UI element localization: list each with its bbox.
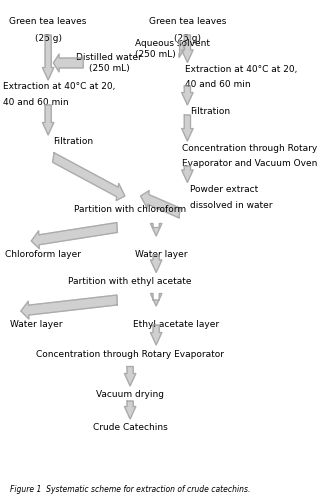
Text: Powder extract: Powder extract (190, 186, 258, 194)
Text: dissolved in water: dissolved in water (190, 200, 273, 209)
Text: Green tea leaves: Green tea leaves (149, 18, 226, 26)
Text: Aqueous solvent: Aqueous solvent (135, 39, 210, 48)
Polygon shape (21, 295, 117, 319)
Text: Vacuum drying: Vacuum drying (96, 390, 164, 399)
Polygon shape (182, 35, 193, 62)
Text: Concentration through Rotary Evaporator: Concentration through Rotary Evaporator (36, 350, 224, 359)
Text: Figure 1  Systematic scheme for extraction of crude catechins.: Figure 1 Systematic scheme for extractio… (10, 485, 250, 494)
Polygon shape (125, 401, 136, 419)
Polygon shape (151, 255, 162, 272)
Polygon shape (151, 325, 162, 345)
Text: 40 and 60 min: 40 and 60 min (185, 80, 250, 89)
Text: (25 g): (25 g) (174, 34, 201, 42)
Polygon shape (151, 224, 162, 236)
Text: 40 and 60 min: 40 and 60 min (3, 98, 68, 106)
Text: (25 g): (25 g) (35, 34, 62, 42)
Text: Water layer: Water layer (10, 320, 63, 329)
Text: Filtration: Filtration (190, 108, 230, 116)
Text: Extraction at 40°C at 20,: Extraction at 40°C at 20, (185, 65, 297, 74)
Text: Ethyl acetate layer: Ethyl acetate layer (133, 320, 219, 329)
Polygon shape (179, 40, 185, 58)
Text: (250 mL): (250 mL) (89, 64, 130, 74)
Polygon shape (141, 190, 180, 218)
Text: Partition with chloroform: Partition with chloroform (74, 205, 186, 214)
Text: Filtration: Filtration (53, 138, 93, 146)
Text: Partition with ethyl acetate: Partition with ethyl acetate (68, 278, 192, 286)
Text: Water layer: Water layer (135, 250, 188, 259)
Text: Chloroform layer: Chloroform layer (5, 250, 81, 259)
Text: Crude Catechins: Crude Catechins (93, 422, 168, 432)
Text: Distilled water: Distilled water (76, 53, 142, 62)
Polygon shape (42, 35, 54, 80)
Polygon shape (42, 105, 54, 135)
Text: Concentration through Rotary: Concentration through Rotary (182, 144, 317, 153)
Polygon shape (151, 294, 162, 306)
Polygon shape (182, 166, 193, 182)
Text: Green tea leaves: Green tea leaves (9, 18, 87, 26)
Polygon shape (53, 54, 83, 72)
Polygon shape (53, 152, 125, 200)
Polygon shape (31, 222, 117, 248)
Polygon shape (182, 86, 193, 105)
Text: Extraction at 40°C at 20,: Extraction at 40°C at 20, (3, 82, 115, 92)
Polygon shape (182, 115, 193, 141)
Text: (250 mL): (250 mL) (135, 50, 176, 58)
Polygon shape (125, 366, 136, 386)
Text: Evaporator and Vacuum Oven: Evaporator and Vacuum Oven (182, 159, 317, 168)
